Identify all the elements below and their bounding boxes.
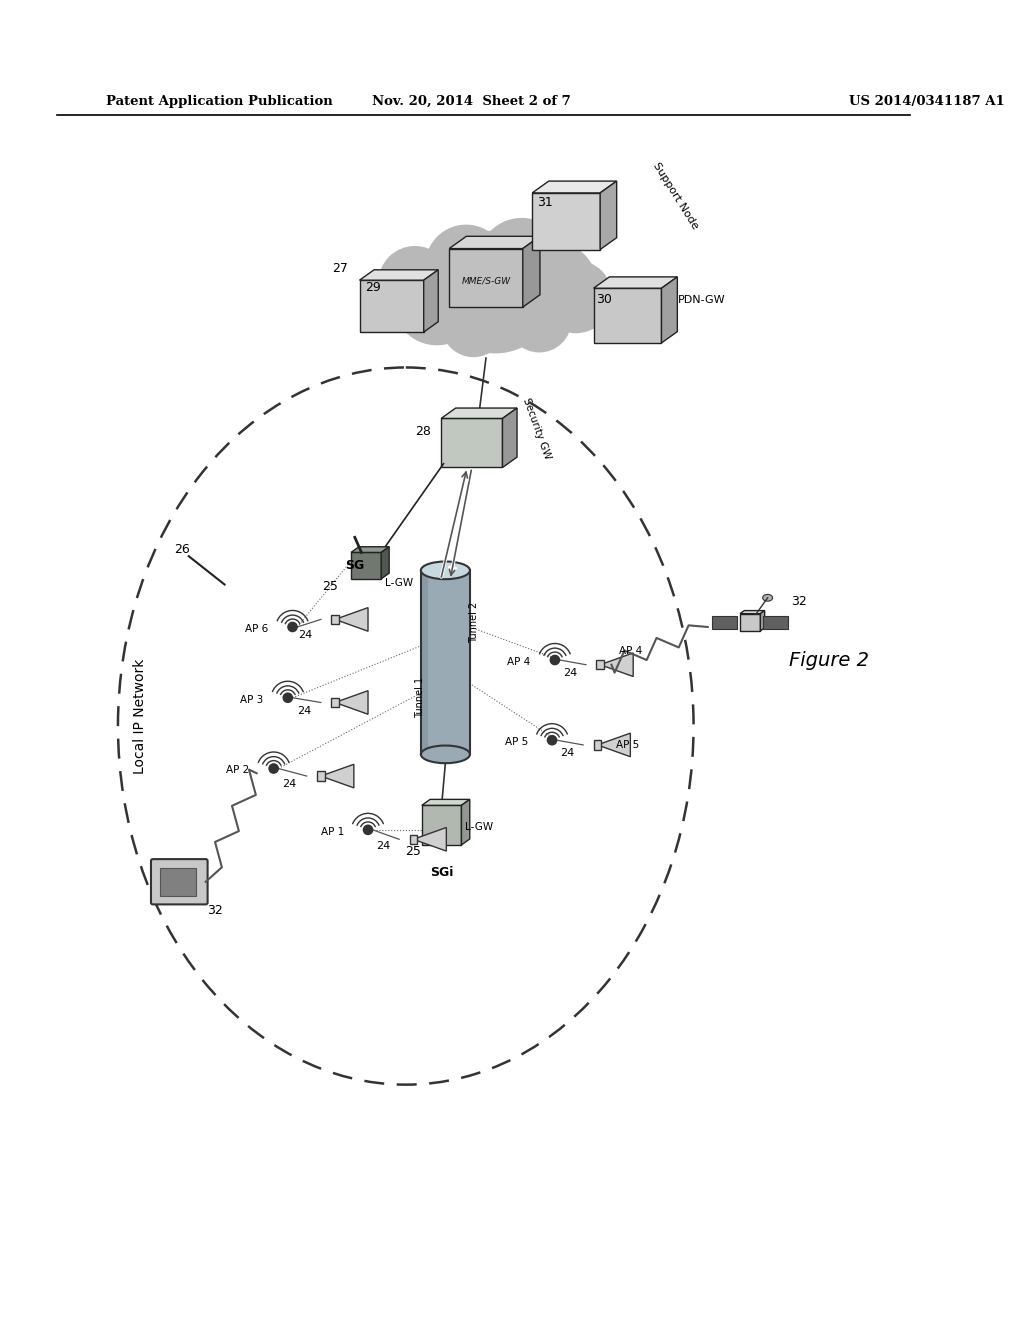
Polygon shape xyxy=(523,236,540,308)
Bar xyxy=(421,570,428,754)
Ellipse shape xyxy=(763,594,773,601)
Polygon shape xyxy=(422,800,470,805)
Bar xyxy=(763,616,788,628)
Text: 24: 24 xyxy=(376,841,390,851)
Polygon shape xyxy=(335,607,368,631)
Polygon shape xyxy=(740,611,765,614)
Text: 24: 24 xyxy=(299,630,313,639)
Polygon shape xyxy=(740,614,761,631)
Text: 24: 24 xyxy=(560,748,574,759)
Text: US 2014/0341187 A1: US 2014/0341187 A1 xyxy=(849,95,1005,108)
Text: AP 2: AP 2 xyxy=(226,766,250,775)
Polygon shape xyxy=(359,280,424,333)
Polygon shape xyxy=(414,828,446,851)
Text: Support Node: Support Node xyxy=(651,161,700,231)
Polygon shape xyxy=(424,269,438,333)
Circle shape xyxy=(507,288,571,352)
Text: Tunnel 2: Tunnel 2 xyxy=(469,602,479,643)
Ellipse shape xyxy=(421,561,470,579)
Text: SG: SG xyxy=(345,560,365,572)
Circle shape xyxy=(379,246,452,319)
Polygon shape xyxy=(450,236,540,248)
Text: MME/S-GW: MME/S-GW xyxy=(462,276,511,285)
Polygon shape xyxy=(594,288,662,343)
Bar xyxy=(421,570,470,754)
Polygon shape xyxy=(351,546,389,553)
Text: AP 5: AP 5 xyxy=(505,737,527,747)
Text: AP 1: AP 1 xyxy=(321,826,344,837)
Text: Security GW: Security GW xyxy=(521,397,552,461)
Bar xyxy=(317,771,325,781)
Text: 29: 29 xyxy=(365,281,381,294)
Text: Figure 2: Figure 2 xyxy=(788,651,868,669)
Text: 32: 32 xyxy=(207,904,223,916)
Text: 24: 24 xyxy=(563,668,578,678)
Bar xyxy=(594,741,601,750)
Circle shape xyxy=(434,231,557,354)
Text: AP 4: AP 4 xyxy=(507,657,530,667)
Text: 28: 28 xyxy=(415,425,431,438)
Text: 24: 24 xyxy=(297,706,311,715)
Polygon shape xyxy=(335,690,368,714)
Polygon shape xyxy=(532,193,600,249)
Text: 32: 32 xyxy=(792,595,807,609)
Bar xyxy=(596,660,604,669)
Circle shape xyxy=(478,218,565,306)
Polygon shape xyxy=(321,764,354,788)
Circle shape xyxy=(288,622,297,631)
Polygon shape xyxy=(462,800,470,845)
Text: 27: 27 xyxy=(332,261,348,275)
Polygon shape xyxy=(600,653,633,677)
Polygon shape xyxy=(422,805,462,845)
Text: 26: 26 xyxy=(174,543,190,556)
Bar xyxy=(161,867,197,896)
Polygon shape xyxy=(503,408,517,467)
Text: 30: 30 xyxy=(596,293,611,306)
Text: Nov. 20, 2014  Sheet 2 of 7: Nov. 20, 2014 Sheet 2 of 7 xyxy=(373,95,571,108)
Polygon shape xyxy=(662,277,677,343)
Polygon shape xyxy=(441,408,517,418)
Text: L-GW: L-GW xyxy=(385,578,413,587)
Text: Tunnel 1: Tunnel 1 xyxy=(415,677,425,718)
Text: L-GW: L-GW xyxy=(465,822,494,832)
Polygon shape xyxy=(359,269,438,280)
Polygon shape xyxy=(594,277,677,288)
Circle shape xyxy=(548,735,557,744)
Text: 31: 31 xyxy=(538,195,553,209)
Circle shape xyxy=(550,655,559,665)
Polygon shape xyxy=(450,248,523,308)
Polygon shape xyxy=(381,546,389,579)
Text: Local IP Network: Local IP Network xyxy=(133,659,146,775)
Circle shape xyxy=(540,260,612,333)
Circle shape xyxy=(364,825,373,834)
FancyBboxPatch shape xyxy=(151,859,208,904)
Text: 24: 24 xyxy=(283,779,297,788)
Text: AP 6: AP 6 xyxy=(245,624,268,634)
Circle shape xyxy=(393,257,481,346)
Polygon shape xyxy=(597,733,631,756)
Bar xyxy=(410,834,417,843)
Polygon shape xyxy=(351,553,381,579)
Bar xyxy=(331,615,339,624)
Circle shape xyxy=(269,764,279,774)
Text: Patent Application Publication: Patent Application Publication xyxy=(105,95,333,108)
Circle shape xyxy=(504,240,598,334)
Text: 25: 25 xyxy=(406,845,421,858)
Circle shape xyxy=(441,293,506,358)
Polygon shape xyxy=(532,181,616,193)
Text: PDN-GW: PDN-GW xyxy=(678,294,725,305)
Text: SGi: SGi xyxy=(430,866,454,879)
Polygon shape xyxy=(441,418,503,467)
Polygon shape xyxy=(600,181,616,249)
Ellipse shape xyxy=(421,746,470,763)
Polygon shape xyxy=(761,611,765,631)
Circle shape xyxy=(284,693,293,702)
Text: AP 5: AP 5 xyxy=(616,741,639,750)
Text: AP 3: AP 3 xyxy=(241,694,263,705)
Circle shape xyxy=(425,224,507,306)
Text: 25: 25 xyxy=(323,579,338,593)
Bar xyxy=(713,616,737,628)
Bar xyxy=(331,698,339,708)
Text: AP 4: AP 4 xyxy=(620,645,642,656)
